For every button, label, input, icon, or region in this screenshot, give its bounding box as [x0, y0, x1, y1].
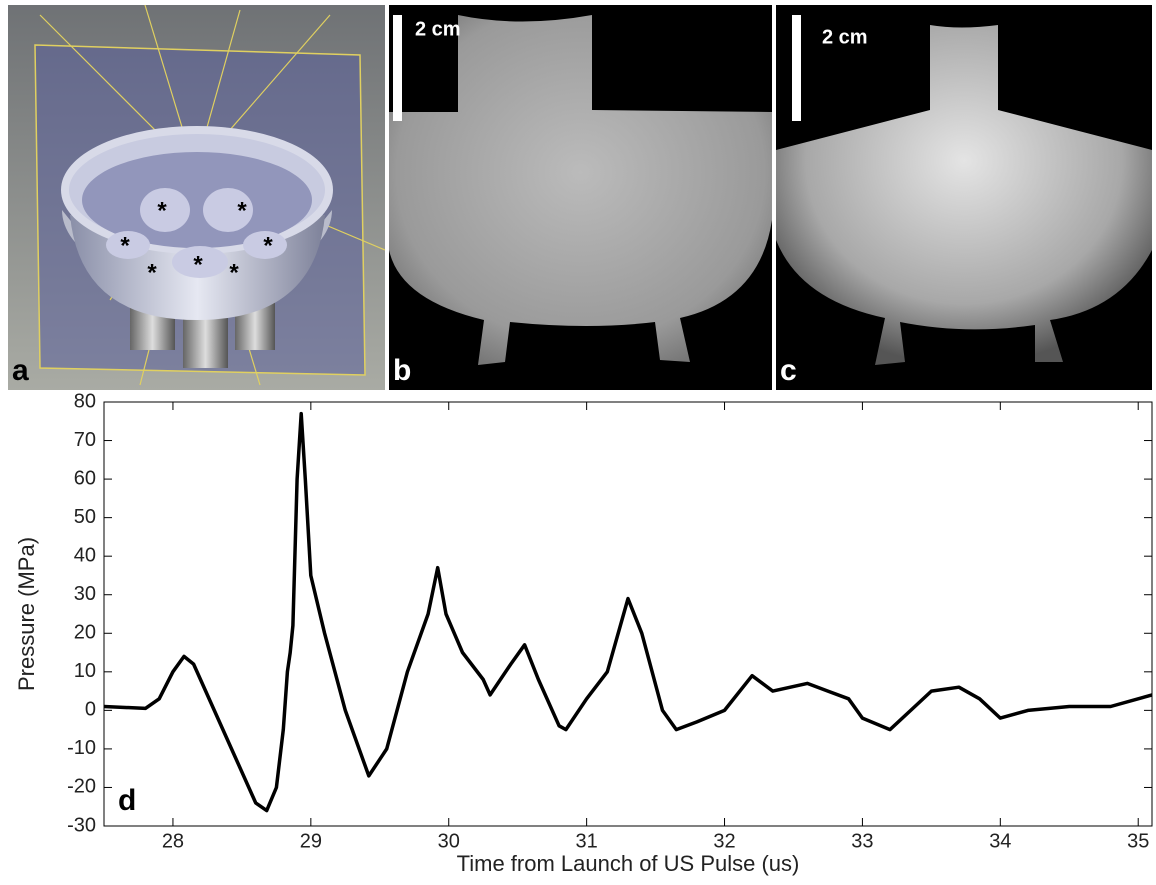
panel-label: b — [393, 354, 411, 387]
scale-bar-label: 2 cm — [415, 18, 461, 40]
marker: * — [120, 232, 130, 259]
x-tick-label: 29 — [300, 830, 322, 852]
y-tick-label: -30 — [67, 814, 96, 836]
y-axis-label: Pressure (MPa) — [14, 537, 39, 691]
panel-a: * * * * * * * a — [8, 5, 385, 390]
y-tick-label: 0 — [85, 699, 96, 721]
y-tick-label: -20 — [67, 776, 96, 798]
marker: * — [237, 197, 247, 224]
figure: * * * * * * * a 2 cm b 2 cm c d Time fro… — [0, 0, 1156, 880]
y-tick-label: 20 — [74, 622, 96, 644]
panel-label: c — [780, 354, 797, 387]
panel-label: d — [118, 784, 136, 817]
marker: * — [157, 197, 167, 224]
x-tick-label: 34 — [989, 830, 1011, 852]
scale-bar-label: 2 cm — [822, 26, 868, 48]
marker: * — [263, 232, 273, 259]
plot-frame — [104, 402, 1152, 826]
y-tick-label: 70 — [74, 429, 96, 451]
y-tick-label: 60 — [74, 467, 96, 489]
marker: * — [147, 259, 157, 286]
marker: * — [229, 259, 239, 286]
panel-c: 2 cm c — [776, 5, 1152, 390]
y-tick-label: -10 — [67, 737, 96, 759]
x-tick-label: 30 — [438, 830, 460, 852]
y-tick-label: 30 — [74, 583, 96, 605]
x-tick-label: 28 — [162, 830, 184, 852]
y-tick-label: 80 — [74, 390, 96, 412]
x-tick-label: 33 — [851, 830, 873, 852]
panel-d: d Time from Launch of US Pulse (us) Pres… — [14, 390, 1152, 876]
y-tick-label: 10 — [74, 660, 96, 682]
panel-b: 2 cm b — [389, 5, 772, 390]
x-tick-label: 32 — [713, 830, 735, 852]
panel-label: a — [12, 354, 29, 387]
y-tick-label: 50 — [74, 506, 96, 528]
y-tick-label: 40 — [74, 544, 96, 566]
x-tick-label: 35 — [1127, 830, 1149, 852]
x-tick-label: 31 — [576, 830, 598, 852]
x-axis-label: Time from Launch of US Pulse (us) — [457, 851, 800, 876]
marker: * — [193, 251, 203, 278]
